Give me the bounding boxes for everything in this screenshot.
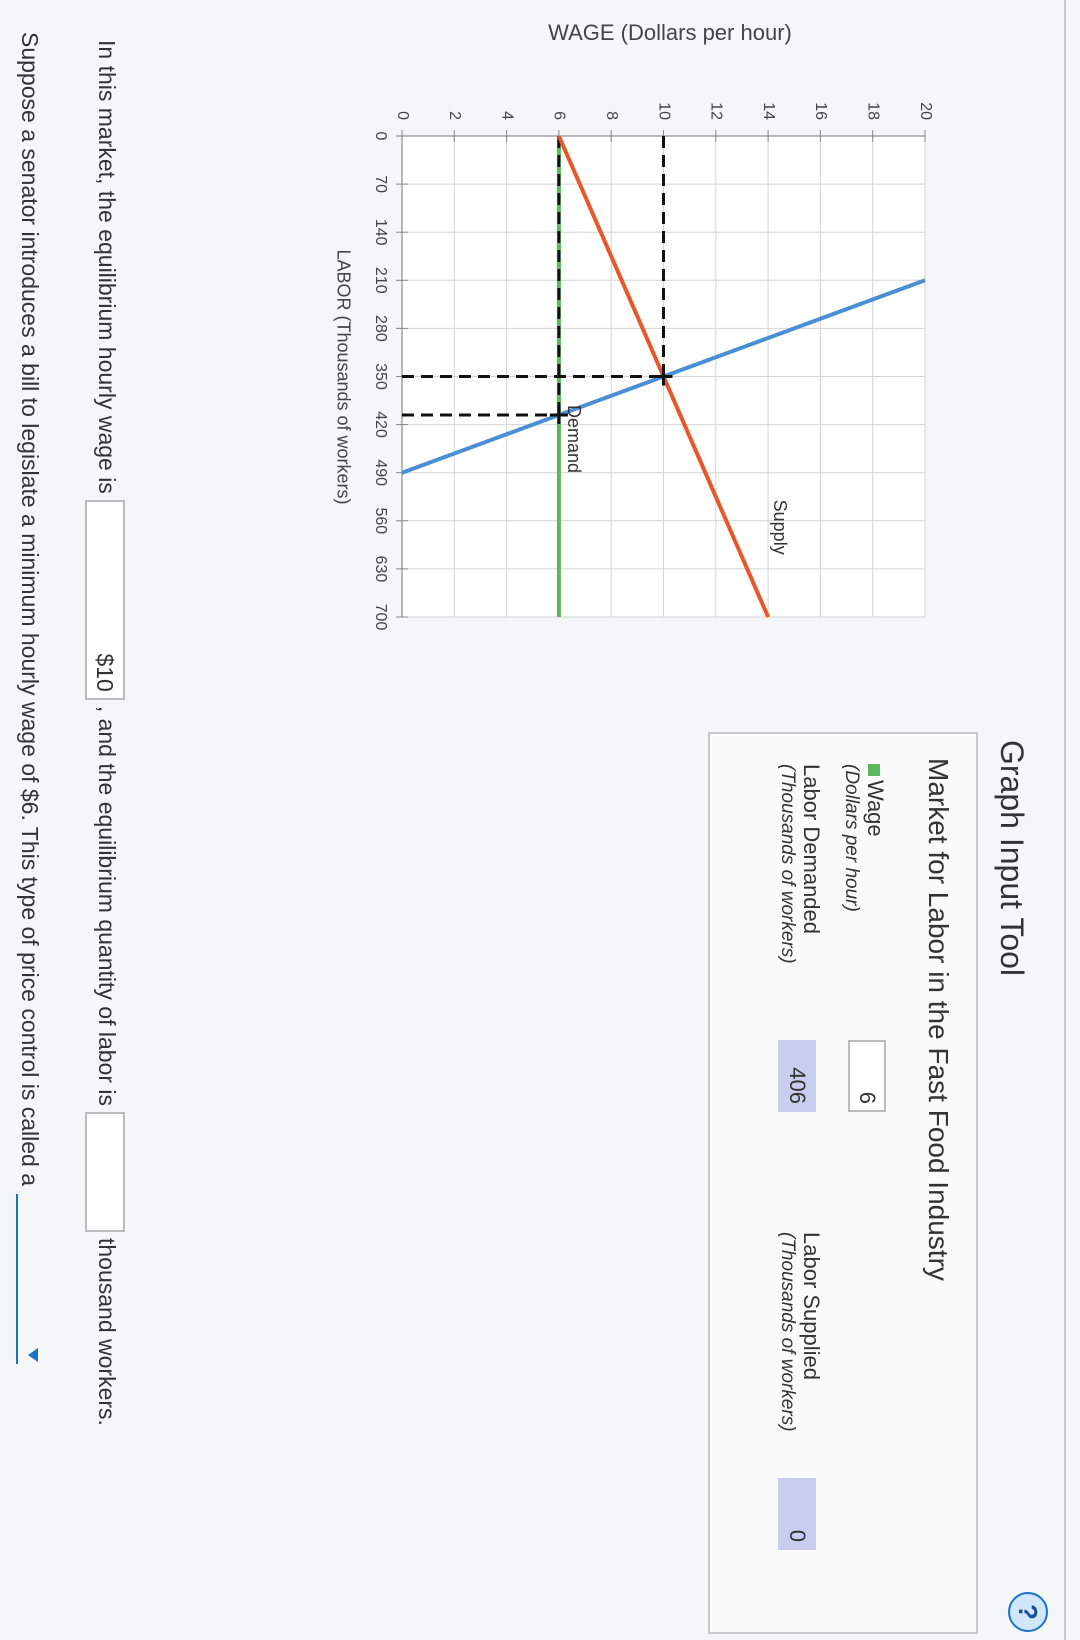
row-label: Labor Supplied — [799, 1232, 824, 1381]
chart: WAGE (Dollars per hour) LABOR (Thousands… — [333, 20, 934, 631]
y-tick-label: 6 — [551, 111, 568, 120]
y-axis-label: WAGE (Dollars per hour) — [548, 20, 792, 45]
y-tick-label: 10 — [655, 102, 672, 120]
question-text: Suppose a senator introduces a bill to l… — [17, 32, 43, 1187]
dropdown[interactable] — [16, 1194, 44, 1365]
series-label: Demand — [564, 405, 584, 473]
y-tick-label: 18 — [864, 102, 881, 120]
x-tick-label: 630 — [372, 556, 389, 583]
x-tick-label: 140 — [372, 219, 389, 246]
y-tick-label: 16 — [812, 102, 829, 120]
panel-row: Labor Supplied (Thousands of workers) 0 — [776, 1232, 824, 1550]
row-unit: (Thousands of workers) — [777, 1232, 798, 1432]
point-marker — [654, 367, 673, 386]
series-label: Supply — [770, 500, 790, 555]
x-tick-label: 350 — [372, 363, 389, 390]
y-tick-label: 4 — [498, 111, 515, 120]
y-tick-label: 12 — [708, 102, 725, 120]
answer-box[interactable]: $10 — [85, 499, 125, 700]
wage-marker — [868, 764, 880, 776]
x-tick-label: 0 — [372, 132, 389, 141]
y-tick-label: 2 — [446, 111, 463, 120]
help-button[interactable]: ? — [1008, 1592, 1048, 1632]
question: Suppose a senator introduces a bill to l… — [16, 32, 44, 1365]
point-marker — [549, 405, 568, 424]
question-text: thousand workers. — [93, 1238, 120, 1426]
question-text: , and the equilibrium quantity of labor … — [93, 705, 120, 1106]
row-label: Wage — [862, 764, 888, 964]
input-panel: Market for Labor in the Fast Food Indust… — [708, 732, 978, 1634]
x-axis-label: LABOR (Thousands of workers) — [333, 249, 353, 504]
y-tick-label: 8 — [603, 111, 620, 120]
panel-title: Market for Labor in the Fast Food Indust… — [923, 758, 954, 1281]
x-tick-label: 280 — [372, 315, 389, 342]
x-tick-label: 70 — [372, 175, 389, 193]
x-tick-label: 210 — [372, 267, 389, 294]
output-value: 406 — [778, 1040, 816, 1112]
dropdown-arrow — [28, 1348, 38, 1363]
x-tick-label: 490 — [372, 459, 389, 486]
row-unit: (Thousands of workers) — [777, 764, 798, 964]
y-tick-label: 20 — [917, 102, 934, 120]
output-value: 0 — [778, 1478, 816, 1550]
y-tick-label: 0 — [394, 111, 411, 120]
row-label: Labor Demanded — [799, 764, 824, 935]
tool-title: Graph Input Tool — [994, 740, 1030, 977]
x-tick-label: 700 — [372, 604, 389, 631]
wage-input[interactable]: 6 — [848, 1040, 886, 1112]
panel-row: Labor Demanded (Thousands of workers) 40… — [776, 764, 824, 1112]
row-unit: (Dollars per hour) — [841, 764, 862, 912]
question: In this market, the equilibrium hourly w… — [85, 40, 125, 1426]
x-tick-label: 560 — [372, 507, 389, 534]
question-text: In this market, the equilibrium hourly w… — [93, 40, 120, 494]
divider — [1064, 0, 1066, 1640]
panel-row: Wage (Dollars per hour) 6 — [840, 764, 888, 1112]
answer-box[interactable] — [85, 1112, 125, 1232]
row-label-text: Wage — [863, 780, 888, 837]
y-tick-label: 14 — [760, 102, 777, 120]
x-tick-label: 420 — [372, 411, 389, 438]
